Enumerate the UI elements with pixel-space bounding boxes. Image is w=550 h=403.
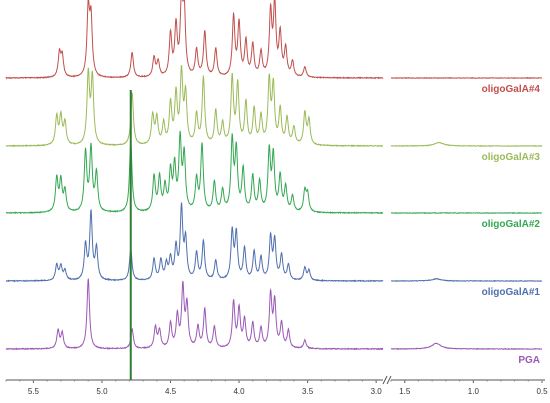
trace-label: oligoGalA#1 <box>482 287 541 298</box>
spectrum-trace-oligoGalA#3-inset <box>390 141 543 148</box>
axis-break-mark <box>382 375 392 385</box>
axis-break-slash-1 <box>382 375 388 385</box>
trace-label: PGA <box>518 355 540 366</box>
spectrum-trace-oligoGalA#1-inset <box>390 277 543 282</box>
spectrum-trace-oligoGalA#1-main <box>5 201 384 283</box>
spectrum-trace-oligoGalA#4-inset <box>390 76 543 80</box>
spectrum-trace-oligoGalA#3-main <box>5 65 383 148</box>
spectrum-trace-oligoGalA#2-main <box>5 130 384 215</box>
x-axis: 5.5 5.0 4.5 4.0 3.5 3.0 1.5 1.0 0.5 <box>5 375 548 396</box>
trace-labels: oligoGalA#4 oligoGalA#3 oligoGalA#2 oligoGa… <box>482 84 541 366</box>
x-axis-tick-label: 3.5 <box>302 387 314 396</box>
trace-label: oligoGalA#3 <box>482 152 541 163</box>
x-axis-tick-label: 0.5 <box>536 387 548 396</box>
spectrum-trace-oligoGalA#2-inset <box>390 211 543 215</box>
trace-label: oligoGalA#4 <box>482 84 541 95</box>
x-axis-tick-label: 3.0 <box>371 387 383 396</box>
x-axis-tick-label: 4.0 <box>233 387 245 396</box>
trace-label: oligoGalA#2 <box>482 219 541 230</box>
spectrum-trace-PGA-main <box>5 278 384 351</box>
x-axis-ticks: 5.5 5.0 4.5 4.0 3.5 3.0 1.5 1.0 0.5 <box>5 380 548 396</box>
axis-break-slash-2 <box>386 375 392 385</box>
x-axis-tick-label: 5.5 <box>28 387 40 396</box>
x-axis-tick-label: 4.5 <box>165 387 177 396</box>
x-axis-tick-label: 5.0 <box>96 387 108 396</box>
x-axis-tick-label: 1.5 <box>399 387 411 396</box>
x-axis-tick-label: 1.0 <box>468 387 480 396</box>
spectrum-trace-oligoGalA#4-main <box>5 0 384 80</box>
spectrum-trace-PGA-inset <box>390 342 543 351</box>
spectra-traces <box>5 0 543 380</box>
